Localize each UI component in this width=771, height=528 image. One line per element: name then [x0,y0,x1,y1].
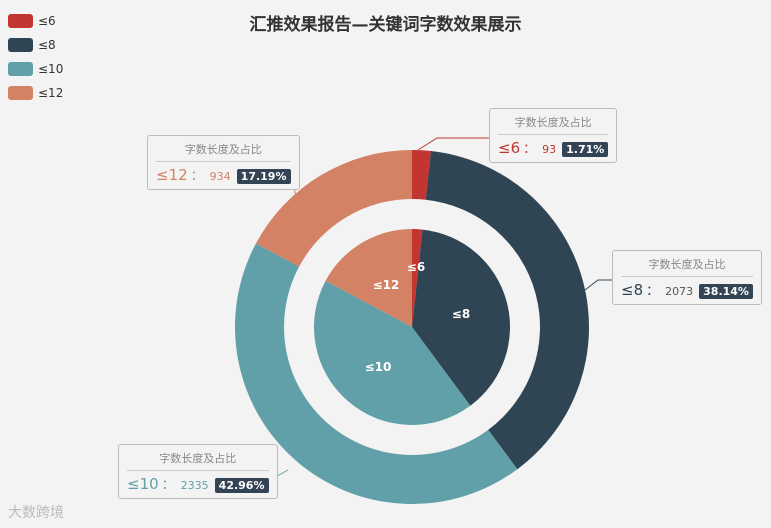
legend-item[interactable]: ≤6 [8,9,63,33]
callout-separator: ： [190,169,204,184]
callout-percent: 38.14% [699,284,753,299]
callout-le12: 字数长度及占比 ≤12 ： 934 17.19% [147,135,300,190]
legend-swatch [8,38,33,52]
chart-title: 汇推效果报告—关键词字数效果展示 [249,15,522,35]
callout-percent: 42.96% [214,478,269,493]
legend-label: ≤12 [38,86,64,100]
legend-swatch [8,14,33,28]
callout-body: ≤6 ： 93 1.71% [498,138,609,157]
callout-le10: 字数长度及占比 ≤10 ： 2335 42.96% [118,444,278,499]
callout-body: ≤12 ： 934 17.19% [156,165,291,184]
callout-le6: 字数长度及占比 ≤6 ： 93 1.71% [489,108,618,163]
legend-label: ≤6 [38,14,56,28]
callout-separator: ： [523,142,537,157]
outer-donut-slice[interactable] [425,151,589,470]
legend-item[interactable]: ≤10 [8,57,63,81]
callout-header: 字数长度及占比 [127,450,269,471]
legend: ≤6 ≤8 ≤10 ≤12 [8,9,63,105]
callout-header: 字数长度及占比 [621,256,753,277]
callout-separator: ： [161,478,175,493]
legend-item[interactable]: ≤12 [8,81,63,105]
callout-value: 934 [209,170,231,183]
callout-value: 93 [542,143,557,156]
callout-category: ≤6 [498,139,521,157]
legend-label: ≤10 [38,62,64,76]
outer-donut-slice[interactable] [235,243,518,504]
callout-percent: 1.71% [562,142,609,157]
callout-percent: 17.19% [236,169,291,184]
inner-pie-slice[interactable] [325,229,412,327]
legend-item[interactable]: ≤8 [8,33,63,57]
legend-swatch [8,62,33,76]
inner-pie-slice[interactable] [412,229,423,327]
callout-value: 2073 [665,285,694,298]
callout-header: 字数长度及占比 [156,141,291,162]
callout-body: ≤10 ： 2335 42.96% [127,474,269,493]
inner-pie-slice[interactable] [314,280,471,425]
callout-le8: 字数长度及占比 ≤8 ： 2073 38.14% [612,250,762,305]
inner-label: ≤6 [406,260,426,274]
callout-category: ≤10 [127,475,159,493]
inner-label: ≤12 [372,278,400,292]
callout-category: ≤8 [621,281,644,299]
outer-donut-slice[interactable] [412,150,431,200]
legend-label: ≤8 [38,38,56,52]
callout-separator: ： [646,284,660,299]
legend-swatch [8,86,33,100]
callout-value: 2335 [180,479,209,492]
leader-line [417,137,489,151]
inner-label: ≤8 [451,307,471,321]
watermark: 大数跨境 [8,505,64,521]
leader-line [584,279,612,291]
inner-label: ≤10 [364,360,392,374]
callout-header: 字数长度及占比 [498,114,609,135]
inner-pie-slice[interactable] [412,229,510,406]
callout-body: ≤8 ： 2073 38.14% [621,280,753,299]
callout-category: ≤12 [156,166,188,184]
outer-donut-slice[interactable] [255,150,412,267]
